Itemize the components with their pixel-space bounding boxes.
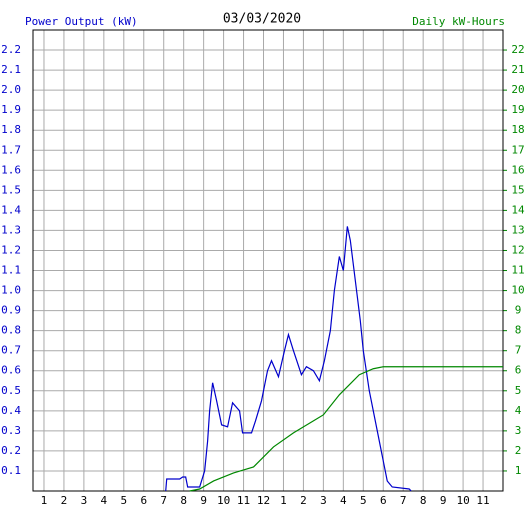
- chart-title: 03/03/2020: [223, 12, 301, 27]
- x-tick-label: 5: [360, 494, 367, 507]
- x-tick-label: 2: [300, 494, 307, 507]
- x-tick-label: 3: [81, 494, 88, 507]
- y-tick-label: 0.8: [1, 324, 21, 337]
- y2-tick-label: 6: [515, 364, 522, 377]
- x-tick-label: 12: [257, 494, 270, 507]
- y-tick-label: 0.5: [1, 384, 21, 397]
- x-tick-label: 2: [61, 494, 68, 507]
- x-tick-label: 1: [280, 494, 287, 507]
- x-tick-label: 8: [420, 494, 427, 507]
- x-tick-label: 11: [476, 494, 489, 507]
- y-tick-label: 0.3: [1, 424, 21, 437]
- y2-tick-label: 22: [511, 43, 524, 56]
- y-tick-label: 1.4: [1, 203, 21, 216]
- y2-axis-label: Daily kW-Hours: [412, 15, 505, 28]
- y-axis-label: Power Output (kW): [25, 15, 138, 28]
- y-tick-label: 1.6: [1, 163, 21, 176]
- x-tick-label: 9: [440, 494, 447, 507]
- x-tick-label: 6: [140, 494, 147, 507]
- y2-tick-label: 5: [515, 384, 522, 397]
- y2-tick-label: 1: [515, 464, 522, 477]
- line-series: [165, 226, 412, 492]
- y-tick-label: 1.7: [1, 143, 21, 156]
- y2-tick-label: 18: [511, 123, 524, 136]
- x-tick-label: 9: [200, 494, 207, 507]
- y-tick-label: 1.8: [1, 123, 21, 136]
- plot-border: [32, 29, 504, 492]
- y2-tick-label: 21: [511, 63, 524, 76]
- x-tick-label: 5: [120, 494, 127, 507]
- y2-tick-label: 7: [515, 344, 522, 357]
- y2-tick-label: 16: [511, 163, 524, 176]
- x-tick-label: 7: [160, 494, 167, 507]
- y2-tick-label: 3: [515, 424, 522, 437]
- y2-tick-label: 9: [515, 304, 522, 317]
- x-tick-label: 8: [180, 494, 187, 507]
- y2-tick-label: 20: [511, 83, 524, 96]
- y-tick-label: 2.0: [1, 83, 21, 96]
- y2-tick-label: 12: [511, 243, 524, 256]
- y2-tick-label: 17: [511, 143, 524, 156]
- y2-tick-label: 11: [511, 264, 524, 277]
- y2-tick-label: 8: [515, 324, 522, 337]
- y-tick-label: 1.1: [1, 264, 21, 277]
- y-tick-label: 2.2: [1, 43, 21, 56]
- x-tick-label: 7: [400, 494, 407, 507]
- y2-tick-label: 14: [511, 203, 525, 216]
- x-tick-label: 10: [456, 494, 469, 507]
- y-tick-label: 0.6: [1, 364, 21, 377]
- y2-tick-label: 13: [511, 223, 524, 236]
- y2-tick-label: 4: [515, 404, 522, 417]
- y-tick-label: 0.7: [1, 344, 21, 357]
- y-tick-label: 0.4: [1, 404, 21, 417]
- y-tick-label: 1.2: [1, 243, 21, 256]
- y-tick-label: 0.9: [1, 304, 21, 317]
- y2-tick-label: 10: [511, 284, 524, 297]
- y-tick-label: 0.2: [1, 444, 21, 457]
- y2-tick-label: 15: [511, 183, 524, 196]
- y2-tick-label: 2: [515, 444, 522, 457]
- x-tick-label: 6: [380, 494, 387, 507]
- line-series: [189, 366, 503, 492]
- x-tick-label: 4: [101, 494, 108, 507]
- y-tick-label: 0.1: [1, 464, 21, 477]
- x-tick-label: 3: [320, 494, 327, 507]
- y-tick-label: 1.5: [1, 183, 21, 196]
- x-tick-label: 11: [237, 494, 250, 507]
- y-tick-label: 1.9: [1, 103, 21, 116]
- x-tick-label: 4: [340, 494, 347, 507]
- y-tick-label: 1.0: [1, 284, 21, 297]
- y-tick-label: 2.1: [1, 63, 21, 76]
- x-tick-label: 10: [217, 494, 230, 507]
- y2-tick-label: 19: [511, 103, 524, 116]
- x-tick-label: 1: [41, 494, 48, 507]
- y-tick-label: 1.3: [1, 223, 21, 236]
